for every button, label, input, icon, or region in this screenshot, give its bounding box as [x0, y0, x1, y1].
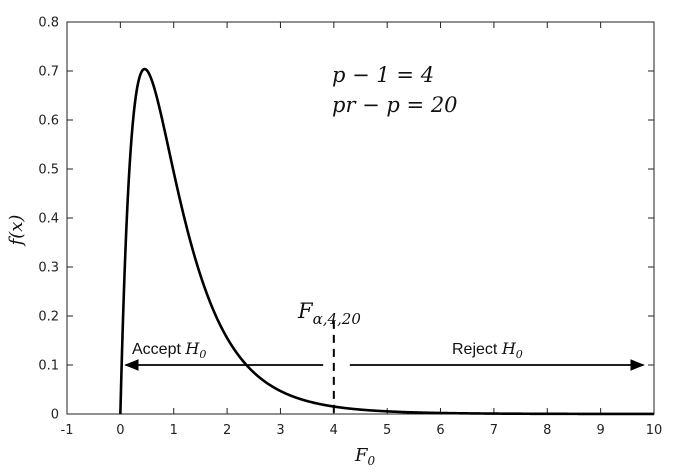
y-tick-label: 0.7	[38, 65, 59, 80]
accept-region-label: Accept H0	[132, 339, 206, 361]
y-axis-ticks: 0 0.1 0.2 0.3 0.4 0.5 0.6 0.7 0.8	[38, 16, 654, 423]
f-density-curve	[119, 67, 655, 416]
x-tick-label: -1	[61, 423, 74, 438]
x-tick-label: 9	[596, 423, 604, 438]
x-tick-label: 10	[646, 423, 663, 438]
x-tick-label: 8	[543, 423, 551, 438]
reject-region-label: Reject H0	[452, 339, 523, 361]
y-tick-label: 0.3	[38, 261, 59, 276]
x-tick-label: 1	[170, 423, 178, 438]
plot-area	[67, 22, 654, 414]
x-tick-label: 4	[330, 423, 338, 438]
y-tick-label: 0.2	[38, 310, 59, 325]
y-tick-label: 0.8	[38, 16, 59, 31]
y-tick-label: 0.5	[38, 163, 59, 178]
x-tick-label: 0	[116, 423, 124, 438]
x-tick-label: 5	[383, 423, 391, 438]
y-axis-label: f(x)	[6, 215, 27, 248]
x-axis-label: F0	[354, 445, 376, 468]
param-line-2: pr − p = 20	[332, 93, 458, 117]
y-tick-label: 0.4	[38, 212, 59, 227]
y-tick-label: 0	[51, 408, 59, 423]
y-tick-label: 0.1	[38, 359, 59, 374]
x-tick-label: 2	[223, 423, 231, 438]
x-tick-label: 7	[490, 423, 498, 438]
x-axis-ticks: -1 0 1 2 3 4 5 6 7 8 9 10	[61, 22, 663, 438]
x-tick-label: 3	[276, 423, 284, 438]
y-tick-label: 0.6	[38, 114, 59, 129]
x-tick-label: 6	[436, 423, 444, 438]
param-line-1: p − 1 = 4	[332, 63, 434, 87]
critical-value-subscript: α,4,20	[313, 310, 362, 328]
plot-frame	[66, 21, 655, 415]
